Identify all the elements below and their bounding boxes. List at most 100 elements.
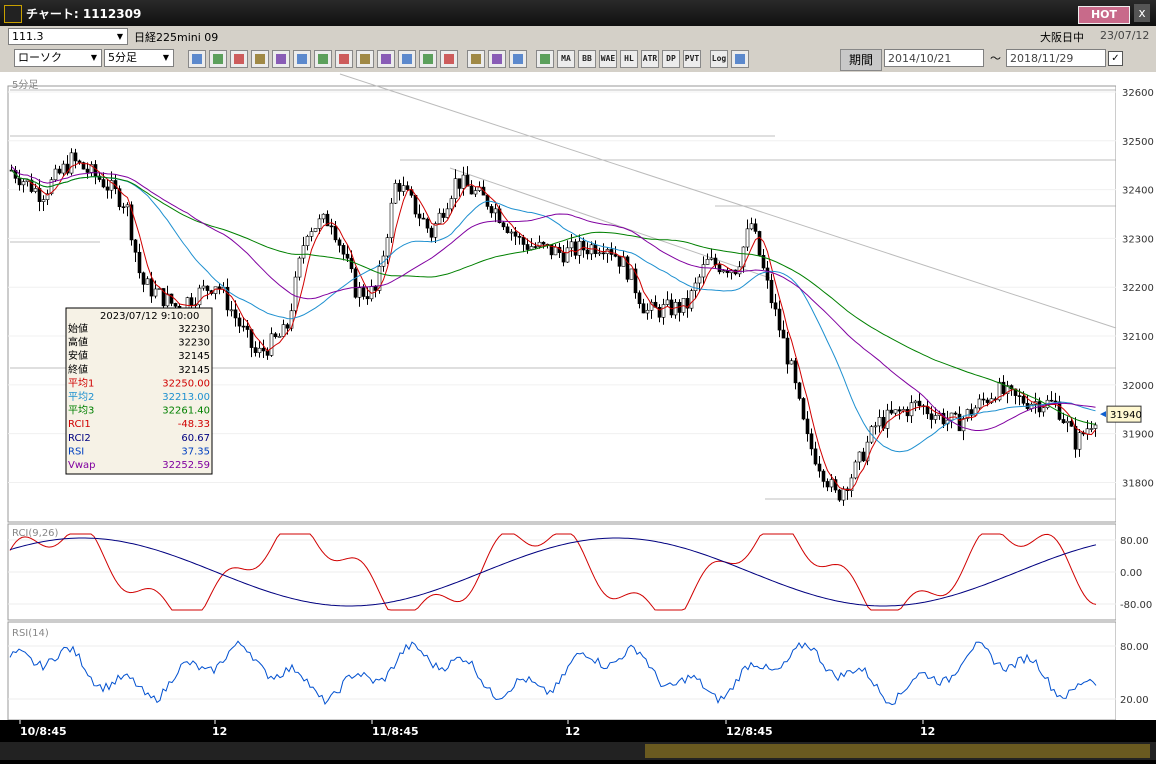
candle-body — [449, 198, 454, 210]
candle-body — [981, 398, 986, 401]
export-icon[interactable] — [731, 50, 749, 68]
candle-body — [997, 381, 1002, 401]
chart-area[interactable]: 5分足 32600 32500 32400 32300 32200 32100 32000 31… — [0, 72, 1156, 760]
candle-body — [641, 303, 646, 314]
price-tick-label: 32600 — [1122, 88, 1154, 99]
table-icon[interactable] — [536, 50, 554, 68]
candle-body — [413, 194, 418, 215]
market-name: 大阪日中 — [1040, 31, 1084, 44]
info-value: 32261.40 — [162, 406, 210, 417]
candle-body — [633, 268, 638, 294]
candle-body — [1085, 428, 1090, 435]
candle-body — [29, 179, 34, 192]
candle-body — [1077, 432, 1082, 450]
candle-body — [73, 152, 78, 162]
all-icon[interactable] — [440, 50, 458, 68]
pvt-button[interactable]: PVT — [683, 50, 701, 68]
info-value: 37.35 — [181, 446, 210, 457]
candle-body — [21, 181, 26, 186]
minus-bar-icon[interactable] — [419, 50, 437, 68]
candle-body — [877, 416, 882, 427]
dp-button[interactable]: DP — [662, 50, 680, 68]
candle-body — [781, 329, 786, 339]
search-chart-icon[interactable] — [251, 50, 269, 68]
close-icon[interactable]: x — [1134, 4, 1150, 22]
lock-icon[interactable] — [314, 50, 332, 68]
candle-body — [1021, 396, 1026, 404]
candle-body — [1005, 385, 1010, 394]
cursor-icon[interactable] — [356, 50, 374, 68]
hl-button[interactable]: HL — [620, 50, 638, 68]
candle-body — [45, 193, 50, 200]
candle-body — [949, 412, 954, 421]
candle-body — [813, 448, 818, 465]
checkbox[interactable]: ✓ — [1108, 51, 1123, 66]
candle-body — [561, 252, 566, 263]
grid-icon[interactable] — [209, 50, 227, 68]
hot-button[interactable]: HOT — [1078, 6, 1130, 24]
chevron-down-icon: ▼ — [90, 53, 98, 62]
info-value: 32145 — [178, 351, 210, 362]
chart-svg[interactable]: 5分足 32600 32500 32400 32300 32200 32100 32000 31… — [0, 72, 1156, 760]
candle-body — [581, 240, 586, 251]
candle-body — [521, 237, 526, 245]
date-to-field[interactable]: 2018/11/29 — [1006, 49, 1106, 67]
candle-body — [965, 409, 970, 419]
candle-body — [505, 226, 510, 233]
time-tick-label: 12 — [920, 725, 935, 738]
price-tick-label: 32200 — [1122, 283, 1154, 294]
candle-body — [261, 347, 266, 352]
wrench-icon[interactable] — [488, 50, 506, 68]
candle-body — [917, 400, 922, 407]
plus-bar-icon[interactable] — [398, 50, 416, 68]
ma-button[interactable]: MA — [557, 50, 575, 68]
chart-type-value: ローソク — [18, 51, 62, 64]
compare-icon[interactable] — [230, 50, 248, 68]
wae-button[interactable]: WAE — [599, 50, 617, 68]
settings-icon[interactable] — [467, 50, 485, 68]
period-button[interactable]: 期間 — [840, 49, 882, 71]
palette-icon[interactable] — [509, 50, 527, 68]
candle-body — [325, 213, 330, 227]
candle-body — [865, 441, 870, 462]
log-button[interactable]: Log — [710, 50, 728, 68]
info-datetime: 2023/07/12 9:10:00 — [100, 311, 199, 322]
rci-panel-label: RCI(9,26) — [12, 528, 59, 539]
candle-body — [365, 296, 370, 300]
candle-body — [165, 293, 170, 307]
date-from-field[interactable]: 2014/10/21 — [884, 49, 984, 67]
pen-icon[interactable] — [335, 50, 353, 68]
candle-body — [797, 382, 802, 399]
candle-body — [389, 202, 394, 239]
candle-body — [97, 175, 102, 180]
candle-body — [297, 257, 302, 278]
date-range-separator: 〜 — [990, 52, 1001, 65]
candle-body — [493, 208, 498, 214]
bb-button[interactable]: BB — [578, 50, 596, 68]
interval-select[interactable]: 5分足 ▼ — [104, 49, 174, 67]
chart-type-select[interactable]: ローソク ▼ — [14, 49, 102, 67]
candle-body — [429, 227, 434, 238]
redo-icon[interactable] — [377, 50, 395, 68]
window-title: チャート: 1112309 — [26, 7, 142, 21]
candle-body — [285, 324, 290, 329]
title-bar: チャート: 1112309 HOT x — [0, 0, 1156, 27]
candle-body — [525, 244, 530, 250]
candlestick-icon[interactable] — [272, 50, 290, 68]
candle-body — [1093, 424, 1098, 429]
candle-body — [205, 285, 210, 291]
candle-body — [65, 163, 70, 174]
candle-body — [809, 433, 814, 450]
code-dropdown[interactable]: 111.3 ▼ — [8, 28, 128, 45]
candle-body — [541, 241, 546, 245]
plus-minus-icon[interactable] — [293, 50, 311, 68]
candle-body — [333, 225, 338, 241]
atr-button[interactable]: ATR — [641, 50, 659, 68]
candle-body — [281, 324, 286, 337]
candle-body — [473, 190, 478, 195]
zoom-icon[interactable] — [188, 50, 206, 68]
candle-body — [657, 307, 662, 318]
candle-body — [37, 188, 42, 202]
ma2-line — [11, 169, 1096, 453]
candle-body — [841, 488, 846, 501]
